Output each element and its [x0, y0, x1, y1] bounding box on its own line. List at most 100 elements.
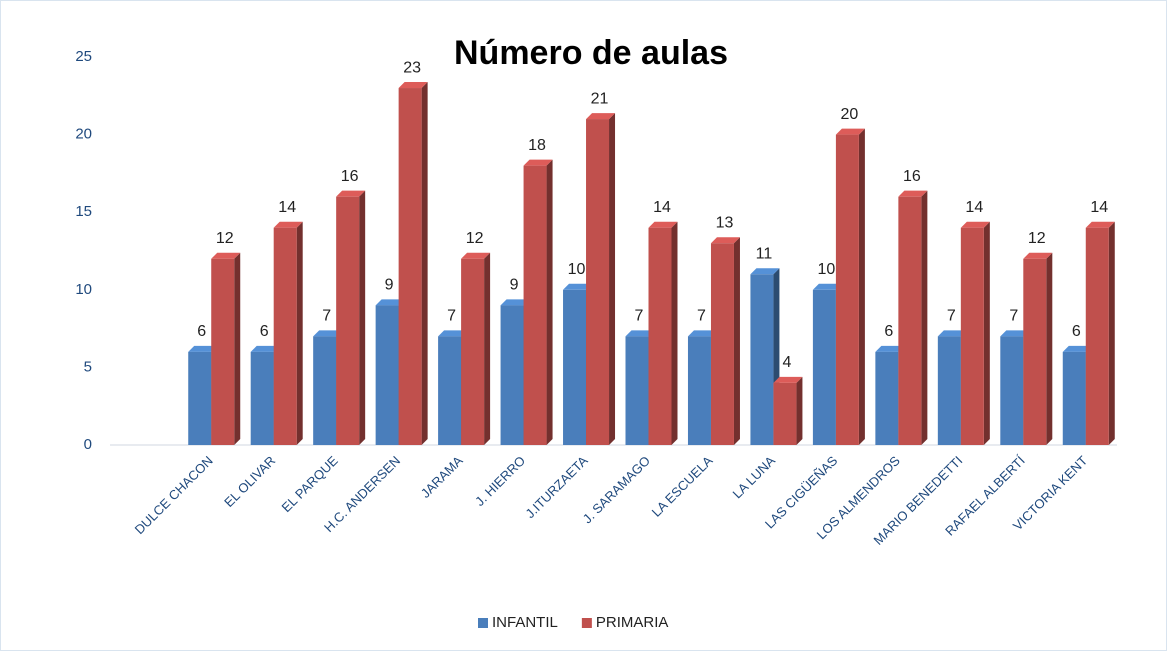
bar-side: [733, 237, 740, 445]
value-label: 7: [1009, 308, 1018, 325]
value-label: 6: [197, 323, 206, 340]
bar-top: [461, 252, 491, 259]
bar-front: [710, 243, 734, 445]
bar-top: [273, 221, 303, 228]
legend-swatch: [581, 618, 592, 628]
bar-front: [875, 351, 899, 445]
bar-front: [336, 196, 360, 445]
y-tick-label: 20: [75, 126, 92, 143]
bar-front: [1062, 351, 1086, 445]
bar-front: [812, 289, 836, 445]
bar: [398, 82, 428, 445]
bar-side: [234, 252, 241, 445]
bar-front: [960, 227, 984, 445]
chart-title: Número de aulas: [454, 34, 728, 72]
value-label: 7: [697, 308, 706, 325]
bar-front: [625, 336, 649, 445]
value-label: 14: [1090, 199, 1108, 216]
value-label: 10: [818, 261, 836, 278]
bar-side: [671, 221, 678, 445]
bar-side: [609, 113, 616, 445]
value-label: 7: [947, 308, 956, 325]
bar-top: [960, 221, 990, 228]
bar: [211, 252, 241, 445]
bar-side: [1108, 221, 1115, 445]
bar-side: [484, 252, 491, 445]
legend-swatch: [478, 618, 488, 628]
bar-side: [1046, 252, 1053, 445]
bar-front: [375, 305, 399, 445]
bar-front: [250, 351, 274, 445]
bar: [1023, 252, 1053, 445]
bar-top: [398, 82, 428, 89]
y-tick-label: 10: [75, 281, 92, 298]
bar-front: [1000, 336, 1024, 445]
bar-top: [523, 159, 553, 166]
value-label: 12: [466, 230, 484, 247]
bar-side: [858, 128, 865, 445]
bar: [648, 221, 678, 445]
value-label: 7: [322, 308, 331, 325]
bar-top: [500, 299, 530, 306]
bar-side: [796, 376, 803, 445]
bar-top: [563, 283, 593, 290]
bar-side: [296, 221, 303, 445]
value-label: 13: [716, 214, 734, 231]
y-tick-label: 0: [84, 436, 92, 453]
value-label: 21: [591, 90, 609, 107]
bar-top: [375, 299, 405, 306]
bar-side: [921, 190, 928, 445]
value-label: 6: [884, 323, 893, 340]
bar-front: [773, 382, 797, 445]
bar-top: [438, 330, 468, 337]
value-label: 12: [216, 230, 234, 247]
value-label: 12: [1028, 230, 1046, 247]
bar-front: [273, 227, 297, 445]
bar: [835, 128, 865, 445]
value-label: 7: [447, 308, 456, 325]
bar-top: [336, 190, 366, 197]
value-label: 7: [635, 308, 644, 325]
bar-front: [898, 196, 922, 445]
bar: [960, 221, 990, 445]
bar-front: [461, 258, 485, 445]
value-label: 16: [341, 168, 359, 185]
bar-front: [687, 336, 711, 445]
value-label: 6: [260, 323, 269, 340]
bar-top: [625, 330, 655, 337]
value-label: 20: [841, 106, 859, 123]
bar-top: [937, 330, 967, 337]
bar-top: [750, 268, 780, 275]
value-label: 6: [1072, 323, 1081, 340]
bar: [586, 113, 616, 445]
y-tick-label: 5: [84, 358, 92, 375]
bar-top: [648, 221, 678, 228]
bar-front: [937, 336, 961, 445]
bar-top: [898, 190, 928, 197]
bar-front: [563, 289, 587, 445]
bar-front: [211, 258, 235, 445]
value-label: 11: [756, 245, 773, 262]
bar: [773, 376, 803, 445]
bar-front: [523, 165, 547, 445]
bar: [336, 190, 366, 445]
value-label: 23: [403, 59, 421, 76]
bar: [461, 252, 491, 445]
bar: [1085, 221, 1115, 445]
value-label: 10: [568, 261, 586, 278]
bar-front: [1023, 258, 1047, 445]
bar-front: [313, 336, 337, 445]
value-label: 14: [965, 199, 983, 216]
bar-front: [835, 134, 859, 445]
bar-front: [586, 119, 610, 445]
bar-top: [211, 252, 241, 259]
bar-front: [438, 336, 462, 445]
bar-top: [188, 345, 218, 352]
bar-top: [875, 345, 905, 352]
bar: [710, 237, 740, 445]
bar-front: [750, 274, 774, 445]
bar-top: [1023, 252, 1053, 259]
bar-side: [546, 159, 553, 445]
bar-side: [983, 221, 990, 445]
